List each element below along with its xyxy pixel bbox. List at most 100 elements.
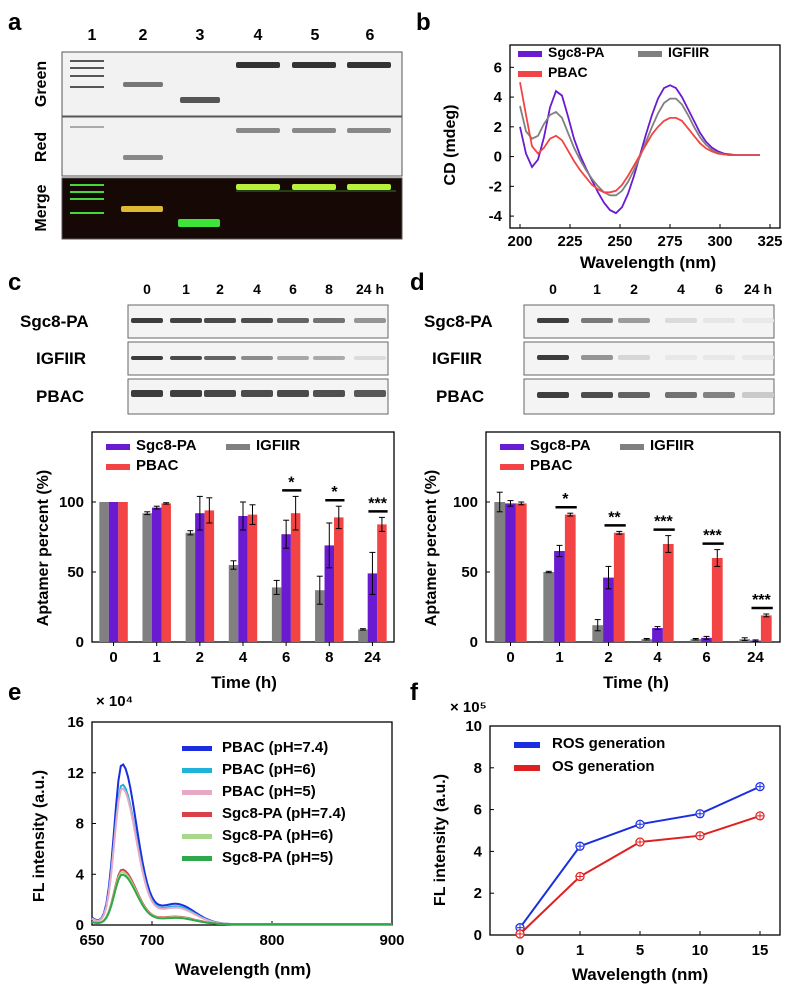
y-axis-label: CD (mdeg) [442,105,459,186]
y-tick-label: 50 [67,564,84,581]
gel-band [537,318,569,323]
y-tick-label: 4 [494,89,503,106]
bar [515,503,527,642]
gel-band [354,318,386,323]
time-label: 0 [143,281,151,297]
gel-band [131,390,163,397]
gel-band [703,318,735,323]
gel-band [742,355,774,360]
gel-band [236,184,280,190]
gel-image-green [61,51,403,117]
bar [662,544,674,642]
gel-band [131,356,163,360]
panel-letter-f: f [410,679,419,706]
bar [247,514,258,642]
time-label: 2 [630,281,638,297]
gel-band [537,392,569,398]
legend-swatch [182,834,212,839]
bar [290,513,301,642]
legend-swatch [514,765,540,771]
x-tick-label: 5 [636,942,644,959]
y-tick-label: 6 [474,802,482,819]
legend-label: IGFIIR [650,437,694,454]
panel-letter-a: a [8,9,22,36]
bar [652,628,663,642]
gel-band [313,390,345,397]
gel-band [742,318,774,323]
gel-band [618,392,650,398]
gel-image-merge [61,177,403,240]
legend-swatch [620,444,644,450]
gel-band [618,318,650,323]
legend-label: Sgc8-PA (pH=6) [222,827,333,844]
bar [494,502,506,642]
bar [603,577,614,642]
y-tick-label: 0 [474,927,482,944]
lane-label: 1 [88,27,97,44]
time-label: 24 h [356,281,384,297]
lane-label: 2 [139,27,148,44]
axis-multiplier: × 10⁵ [450,699,487,716]
gel-band [170,356,202,360]
gel-band [121,206,163,212]
bar [377,524,387,642]
x-tick-label: 1 [555,649,563,666]
bar [505,503,516,642]
significance-label: *** [752,592,771,609]
gel-band [204,356,236,360]
lane-label: 3 [196,27,205,44]
significance-label: *** [654,514,673,531]
x-tick-label: 2 [604,649,612,666]
gel-band [170,390,202,397]
fl-series-line [91,871,392,926]
legend-swatch [226,444,250,450]
legend-swatch [518,71,542,77]
bar [554,551,565,642]
y-tick-label: 10 [465,718,482,735]
axes-frame [489,725,781,936]
significance-label: *** [368,495,387,512]
panel-c-gel: 0 1 2 4 6 8 24 h Sgc8-PA IGFIIR PBAC [20,281,389,415]
gel-band [347,184,391,190]
time-label: 6 [715,281,723,297]
x-tick-label: 200 [507,233,532,250]
panel-d-gel: 0 1 2 4 6 24 h Sgc8-PA IGFIIR PBAC [424,281,775,415]
x-tick-label: 1 [153,649,161,666]
legend-swatch [106,444,130,450]
gel-band [292,184,336,190]
gel-band [581,392,613,398]
legend-label: OS generation [552,758,655,775]
bar [142,513,152,642]
y-tick-label: 2 [474,885,482,902]
gel-band [354,390,386,397]
gel-band [170,318,202,323]
bar [238,516,248,642]
x-tick-label: 300 [707,233,732,250]
legend-label: PBAC (pH=5) [222,783,316,800]
panel-letter-c: c [8,269,21,296]
gel-row-label-green: Green [33,61,50,107]
panel-letter-d: d [410,269,425,296]
x-tick-label: 4 [653,649,662,666]
bar [690,639,702,642]
panel-d-chart: Aptamer percent (%) Time (h) 0 50 100 0 1 * 2 *… [423,431,781,692]
bar [592,625,604,642]
bar [613,532,625,642]
significance-label: * [288,474,295,491]
bar [358,629,368,642]
legend-label: Sgc8-PA [548,44,605,60]
bar [641,639,653,642]
lane-label: 4 [254,27,263,44]
gel-band [292,62,336,68]
gel-band [347,62,391,68]
gel-row-label-pbac: PBAC [36,387,84,406]
legend-label: IGFIIR [668,44,709,60]
gel-band [742,392,774,398]
x-axis-label: Wavelength (nm) [175,960,311,979]
gel-band [665,392,697,398]
legend-swatch [500,464,524,470]
bar [161,503,171,642]
gel-row-label-sgc8: Sgc8-PA [424,312,493,331]
x-tick-label: 275 [657,233,682,250]
